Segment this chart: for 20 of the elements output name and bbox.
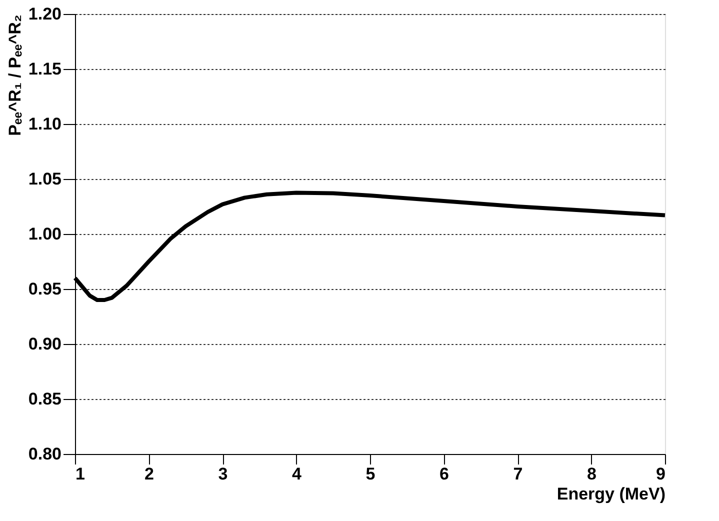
x-tick-label: 9	[656, 464, 666, 484]
y-tick-label: 0.80	[28, 444, 62, 464]
y-tick-label: 0.95	[28, 280, 62, 298]
x-tick-label: 6	[440, 464, 449, 484]
y-tick-label: 1.05	[28, 170, 62, 188]
x-tick-label: 4	[292, 464, 302, 484]
x-tick-label: 1	[76, 464, 85, 484]
y-tick-label: 1.00	[28, 224, 62, 244]
y-axis-title: Pₑₑ^R₁ / Pₑₑ^R₂	[5, 14, 24, 136]
x-tick-label: 3	[218, 464, 228, 484]
y-tick-label: 0.85	[28, 390, 62, 408]
x-axis-title: Energy (MeV)	[556, 484, 666, 504]
y-tick-label: 1.15	[28, 60, 62, 78]
x-tick-label: 2	[144, 464, 154, 484]
x-tick-label: 5	[366, 464, 376, 484]
x-tick-label: 8	[587, 464, 596, 484]
y-tick-label: 1.10	[28, 114, 62, 134]
y-tick-label: 1.20	[28, 4, 62, 24]
x-tick-label: 7	[513, 464, 523, 484]
y-tick-label: 0.90	[28, 334, 62, 354]
